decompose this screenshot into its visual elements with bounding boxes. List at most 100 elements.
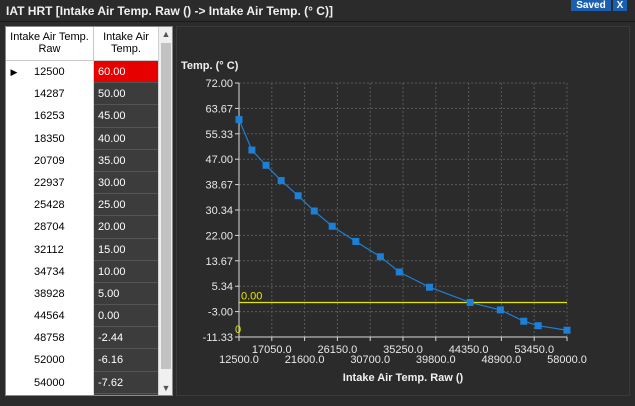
raw-cell[interactable]: 20709 <box>22 149 94 172</box>
temp-cell[interactable]: -2.44 <box>94 327 158 350</box>
raw-cell[interactable]: 16253 <box>22 105 94 128</box>
data-point <box>248 146 256 154</box>
y-tick-label: 72.00 <box>205 78 233 90</box>
x-tick-label: 30700.0 <box>350 354 390 366</box>
temp-cell[interactable]: 5.00 <box>94 282 158 306</box>
raw-cell[interactable] <box>22 393 94 395</box>
y-axis-title: Temp. (° C) <box>181 60 239 72</box>
row-selector[interactable] <box>6 282 22 306</box>
raw-cell[interactable]: 48758 <box>22 327 94 350</box>
data-point <box>395 268 403 276</box>
x-axis-title: Intake Air Temp. Raw () <box>343 372 464 384</box>
table-row[interactable]: 32112 15.00 <box>6 238 158 261</box>
table-row[interactable]: 34734 10.00 <box>6 260 158 283</box>
temp-cell[interactable]: 10.00 <box>94 260 158 283</box>
x-tick-label: 39800.0 <box>416 354 456 366</box>
scroll-thumb[interactable] <box>161 43 171 369</box>
table-row[interactable]: 28704 20.00 <box>6 216 158 239</box>
temp-cell[interactable]: 30.00 <box>94 171 158 195</box>
temp-cell[interactable]: 40.00 <box>94 127 158 150</box>
raw-cell[interactable]: 25428 <box>22 194 94 217</box>
temp-cell[interactable]: -6.16 <box>94 349 158 372</box>
x-tick-label: 21600.0 <box>285 354 325 366</box>
table-row[interactable]: 18350 40.00 <box>6 127 158 150</box>
row-selector[interactable] <box>6 216 22 239</box>
row-selector[interactable] <box>6 83 22 106</box>
column-header-temp[interactable]: Intake Air Temp. <box>103 31 149 55</box>
raw-cell[interactable]: 54000 <box>22 371 94 394</box>
table-row[interactable]: 20709 35.00 <box>6 149 158 172</box>
table-header: Intake Air Temp. Raw Intake Air Temp. <box>6 27 158 61</box>
table-row[interactable]: 25428 25.00 <box>6 194 158 217</box>
row-selector[interactable] <box>6 327 22 350</box>
raw-cell[interactable]: 22937 <box>22 171 94 195</box>
y-tick-label: 47.00 <box>205 154 233 166</box>
y-tick-label: 22.00 <box>205 230 233 242</box>
column-header-raw[interactable]: Intake Air Temp. Raw <box>6 27 94 60</box>
data-point <box>235 116 243 124</box>
raw-cell[interactable]: 12500 <box>22 61 94 84</box>
table-body: ▶ 12500 60.00 14287 50.00 16253 45.00 18350 40.0… <box>6 61 158 395</box>
temp-cell[interactable]: -9.11 <box>94 393 158 395</box>
scroll-down-icon[interactable]: ▼ <box>161 383 171 393</box>
row-selector[interactable] <box>6 305 22 328</box>
data-point <box>277 177 285 185</box>
table-row[interactable]: 44564 0.00 <box>6 305 158 328</box>
row-selector[interactable] <box>6 194 22 217</box>
row-selector[interactable] <box>6 149 22 172</box>
raw-cell[interactable]: 38928 <box>22 282 94 306</box>
table-row[interactable]: -9.11 <box>6 393 158 395</box>
row-selector-icon[interactable]: ▶ <box>6 61 22 84</box>
y-tick-label: 5.34 <box>212 281 233 293</box>
y-tick-label: 30.34 <box>205 205 233 217</box>
temp-cell[interactable]: 60.00 <box>94 61 158 84</box>
table-row[interactable]: 54000 -7.62 <box>6 371 158 394</box>
row-selector[interactable] <box>6 238 22 261</box>
temp-cell[interactable]: -7.62 <box>94 371 158 394</box>
close-button[interactable]: X <box>613 0 627 11</box>
vertical-scrollbar[interactable]: ▲ ▼ <box>158 27 172 395</box>
chart-panel: 72.00 63.67 55.33 47.00 38.67 30.34 22.00 13.67… <box>176 26 630 396</box>
temp-cell[interactable]: 45.00 <box>94 105 158 128</box>
raw-cell[interactable]: 28704 <box>22 216 94 239</box>
table-row[interactable]: 22937 30.00 <box>6 171 158 195</box>
y-tick-label: -11.33 <box>203 332 233 344</box>
row-selector[interactable] <box>6 371 22 394</box>
row-selector[interactable] <box>6 393 22 395</box>
raw-cell[interactable]: 44564 <box>22 305 94 328</box>
raw-cell[interactable]: 14287 <box>22 83 94 106</box>
saved-badge[interactable]: Saved <box>571 0 611 11</box>
raw-cell[interactable]: 34734 <box>22 260 94 283</box>
data-point <box>426 283 434 291</box>
table-row[interactable]: 52000 -6.16 <box>6 349 158 372</box>
table-panel: Intake Air Temp. Raw Intake Air Temp. ▶ 125… <box>5 26 173 396</box>
temp-cell[interactable]: 25.00 <box>94 194 158 217</box>
data-point <box>496 306 504 314</box>
raw-cell[interactable]: 18350 <box>22 127 94 150</box>
raw-cell[interactable]: 52000 <box>22 349 94 372</box>
row-selector[interactable] <box>6 105 22 128</box>
x-tick-label: 44350.0 <box>449 344 489 356</box>
x-tick-label: 35250.0 <box>383 344 423 356</box>
window-title: IAT HRT [Intake Air Temp. Raw () -> Inta… <box>6 4 333 18</box>
row-selector[interactable] <box>6 127 22 150</box>
row-selector[interactable] <box>6 260 22 283</box>
temp-cell[interactable]: 35.00 <box>94 149 158 172</box>
y-tick-label: 13.67 <box>205 256 233 268</box>
table-row[interactable]: 14287 50.00 <box>6 83 158 106</box>
table-row[interactable]: 38928 5.00 <box>6 282 158 306</box>
temp-cell[interactable]: 50.00 <box>94 83 158 106</box>
table-row[interactable]: 16253 45.00 <box>6 105 158 128</box>
table-row[interactable]: 48758 -2.44 <box>6 327 158 350</box>
title-bar: IAT HRT [Intake Air Temp. Raw () -> Inta… <box>0 0 635 22</box>
temp-cell[interactable]: 15.00 <box>94 238 158 261</box>
raw-cell[interactable]: 32112 <box>22 238 94 261</box>
table-row[interactable]: ▶ 12500 60.00 <box>6 61 158 84</box>
row-selector[interactable] <box>6 349 22 372</box>
row-selector[interactable] <box>6 171 22 195</box>
data-point <box>262 161 270 169</box>
temp-cell[interactable]: 20.00 <box>94 216 158 239</box>
temp-cell[interactable]: 0.00 <box>94 305 158 328</box>
data-point <box>376 253 384 261</box>
scroll-up-icon[interactable]: ▲ <box>161 29 171 39</box>
